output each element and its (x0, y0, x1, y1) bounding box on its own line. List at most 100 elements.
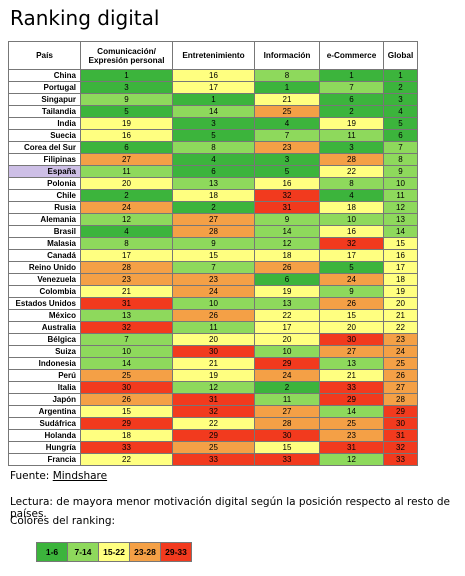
global-rank-cell: 21 (383, 309, 418, 322)
rank-cell: 20 (80, 177, 173, 190)
column-header: Entretenimiento (172, 41, 255, 70)
rank-cell: 3 (172, 117, 255, 130)
global-rank-cell: 15 (383, 237, 418, 250)
table-body: China 1 16 8 1 1 Portugal 3 17 1 7 2 Singapur 9 1 21 6 3 T… (8, 69, 418, 466)
rank-cell: 4 (172, 153, 255, 166)
rank-cell: 7 (254, 129, 320, 142)
rank-cell: 12 (254, 237, 320, 250)
legend-item: 1-6 (37, 543, 68, 561)
rank-cell: 16 (80, 129, 173, 142)
table-row: Reino Unido 28 7 26 5 17 (8, 261, 418, 274)
table-row: Holanda 18 29 30 23 31 (8, 429, 418, 442)
country-cell: Rusia (8, 201, 81, 214)
rank-cell: 16 (172, 69, 255, 82)
country-cell: Perú (8, 369, 81, 382)
rank-cell: 2 (172, 201, 255, 214)
table-row: Singapur 9 1 21 6 3 (8, 93, 418, 106)
rank-cell: 10 (319, 213, 384, 226)
rank-cell: 24 (319, 273, 384, 286)
country-cell: España (8, 165, 81, 178)
rank-cell: 31 (80, 297, 173, 310)
rank-cell: 1 (319, 69, 384, 82)
country-cell: Suiza (8, 345, 81, 358)
rank-cell: 18 (80, 429, 173, 442)
rank-cell: 14 (319, 405, 384, 418)
table-row: Bélgica 7 20 20 30 23 (8, 333, 418, 346)
rank-cell: 11 (172, 321, 255, 334)
table-row: Estados Unidos 31 10 13 26 20 (8, 297, 418, 310)
rank-cell: 17 (172, 81, 255, 94)
global-rank-cell: 10 (383, 177, 418, 190)
table-row: Suiza 10 30 10 27 24 (8, 345, 418, 358)
country-cell: Alemania (8, 213, 81, 226)
rank-cell: 26 (319, 297, 384, 310)
rank-cell: 17 (80, 249, 173, 262)
rank-cell: 30 (319, 333, 384, 346)
table-row: China 1 16 8 1 1 (8, 69, 418, 82)
rank-cell: 5 (80, 105, 173, 118)
table-row: Japón 26 31 11 29 28 (8, 393, 418, 406)
global-rank-cell: 3 (383, 93, 418, 106)
country-cell: Argentina (8, 405, 81, 418)
rank-cell: 5 (319, 261, 384, 274)
table-row: Francia 22 33 33 12 33 (8, 453, 418, 466)
rank-cell: 4 (319, 189, 384, 202)
global-rank-cell: 19 (383, 285, 418, 298)
rank-cell: 25 (254, 105, 320, 118)
country-cell: Portugal (8, 81, 81, 94)
rank-cell: 9 (172, 237, 255, 250)
rank-cell: 20 (172, 333, 255, 346)
table-row: Chile 2 18 32 4 11 (8, 189, 418, 202)
rank-cell: 11 (80, 165, 173, 178)
global-rank-cell: 8 (383, 153, 418, 166)
table-row: Tailandia 5 14 25 2 4 (8, 105, 418, 118)
rank-cell: 30 (80, 381, 173, 394)
global-rank-cell: 9 (383, 165, 418, 178)
rank-cell: 32 (319, 237, 384, 250)
rank-cell: 8 (172, 141, 255, 154)
rank-cell: 13 (319, 357, 384, 370)
country-cell: China (8, 69, 81, 82)
colors-caption: Colores del ranking: (10, 515, 116, 527)
rank-cell: 13 (254, 297, 320, 310)
rank-cell: 21 (319, 369, 384, 382)
source-name: Mindshare (52, 470, 108, 482)
rank-cell: 3 (254, 153, 320, 166)
rank-cell: 1 (254, 81, 320, 94)
rank-cell: 28 (172, 225, 255, 238)
rank-cell: 19 (172, 369, 255, 382)
column-header: Comunicación/ Expresión personal (80, 41, 173, 70)
rank-cell: 23 (80, 273, 173, 286)
table-row: Sudáfrica 29 22 28 25 30 (8, 417, 418, 430)
table-row: Brasil 4 28 14 16 14 (8, 225, 418, 238)
country-cell: Hungría (8, 441, 81, 454)
legend-item: 23-28 (130, 543, 161, 561)
rank-cell: 22 (172, 417, 255, 430)
rank-cell: 9 (254, 213, 320, 226)
country-cell: Italia (8, 381, 81, 394)
rank-cell: 12 (319, 453, 384, 466)
table-row: Malasia 8 9 12 32 15 (8, 237, 418, 250)
global-rank-cell: 25 (383, 357, 418, 370)
global-rank-cell: 28 (383, 393, 418, 406)
rank-cell: 18 (172, 189, 255, 202)
rank-cell: 29 (319, 393, 384, 406)
rank-cell: 33 (319, 381, 384, 394)
rank-cell: 9 (319, 285, 384, 298)
country-cell: México (8, 309, 81, 322)
rank-cell: 30 (172, 345, 255, 358)
rank-cell: 1 (172, 93, 255, 106)
rank-cell: 27 (254, 405, 320, 418)
country-cell: Suecia (8, 129, 81, 142)
global-rank-cell: 12 (383, 201, 418, 214)
country-cell: Corea del Sur (8, 141, 81, 154)
global-rank-cell: 6 (383, 129, 418, 142)
rank-cell: 10 (172, 297, 255, 310)
rank-cell: 20 (254, 333, 320, 346)
country-cell: Singapur (8, 93, 81, 106)
table-row: Portugal 3 17 1 7 2 (8, 81, 418, 94)
rank-cell: 13 (172, 177, 255, 190)
rank-cell: 5 (254, 165, 320, 178)
global-rank-cell: 31 (383, 429, 418, 442)
global-rank-cell: 18 (383, 273, 418, 286)
